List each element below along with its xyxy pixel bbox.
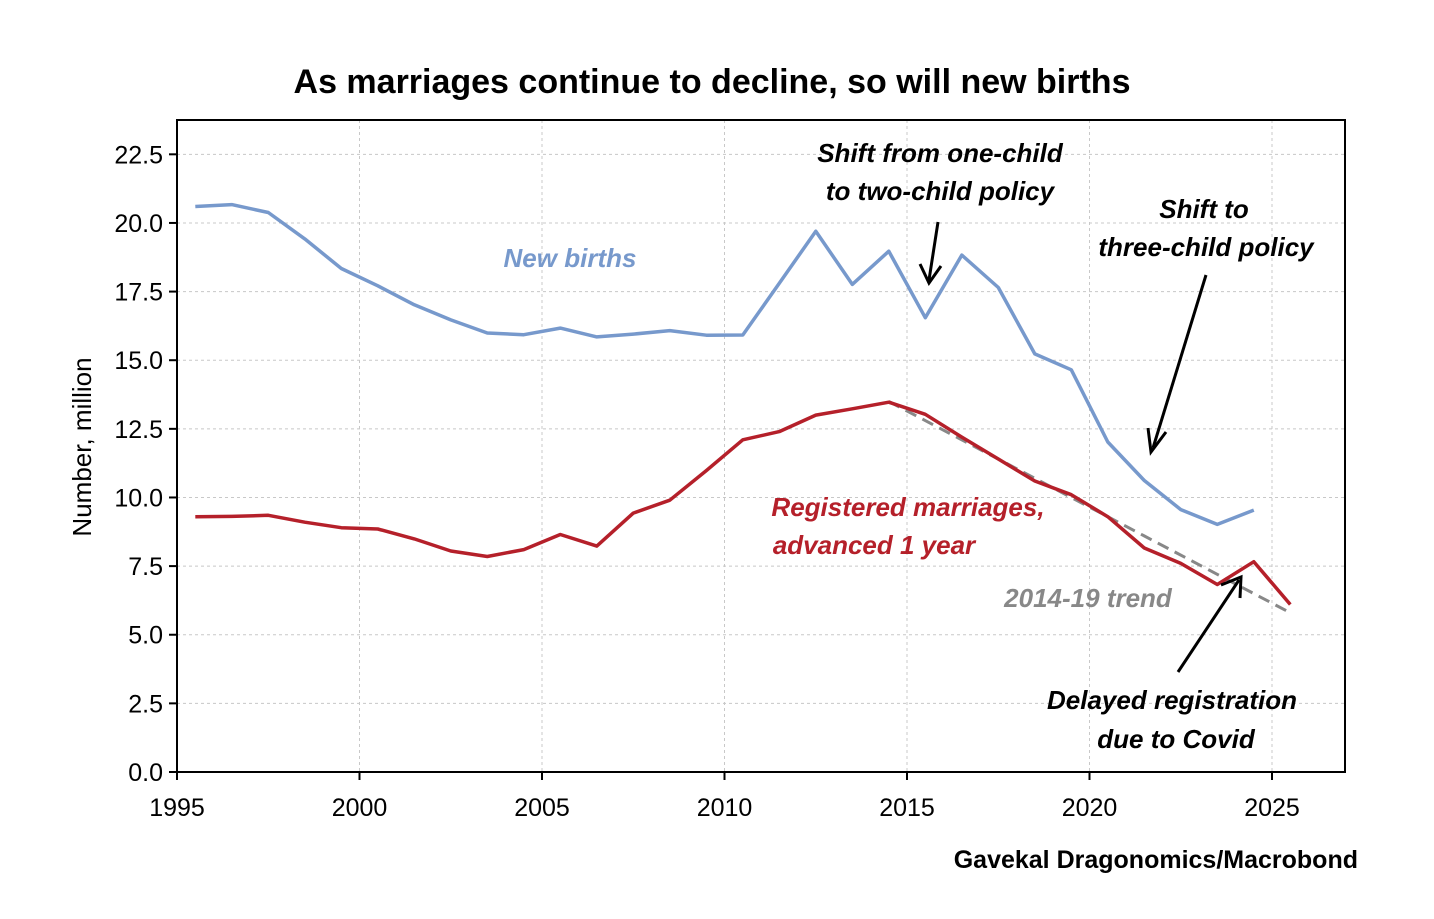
- annotation-marriages-line2: advanced 1 year: [773, 530, 977, 560]
- y-tick-label: 22.5: [114, 141, 163, 169]
- y-tick-label: 20.0: [114, 210, 163, 238]
- series-line-new-births: [195, 202, 1255, 527]
- annotation-covid-line2: due to Covid: [1097, 724, 1256, 754]
- x-tick-label: 2000: [332, 794, 388, 822]
- y-tick-label: 5.0: [128, 622, 163, 650]
- annotation-three-child-line1: Shift to: [1159, 194, 1249, 224]
- x-tick-label: 1995: [149, 794, 205, 822]
- y-tick-label: 2.5: [128, 690, 163, 718]
- x-tick-label: 2015: [879, 794, 935, 822]
- y-tick-label: 15.0: [114, 347, 163, 375]
- arrow-three-child-head: [1146, 427, 1168, 456]
- annotation-two-child-line1: Shift from one-child: [817, 138, 1064, 168]
- annotation-new-births: New births: [504, 243, 637, 273]
- y-tick-label: 0.0: [128, 759, 163, 787]
- plot-frame: [176, 119, 1346, 773]
- source-note: Gavekal Dragonomics/Macrobond: [954, 846, 1358, 874]
- arrow-covid-shaft: [1176, 579, 1241, 673]
- arrow-two-child-head: [918, 263, 943, 286]
- gridlines: [177, 120, 1345, 772]
- annotation-two-child-line2: to two-child policy: [826, 176, 1056, 206]
- annotation-trend: 2014-19 trend: [1003, 583, 1173, 613]
- axis-ticks: 0.0 2.5 5.0 7.5 10.0 12.5 15.0 17.5 20.0 22.5 1995…: [114, 141, 1299, 822]
- x-tick-label: 2005: [514, 794, 570, 822]
- series-line-registered-marriages-advanced-1-year: [195, 400, 1292, 606]
- annotation-marriages-line1: Registered marriages,: [771, 492, 1044, 522]
- annotations: New births Registered marriages, advance…: [504, 138, 1316, 754]
- annotation-covid-line1: Delayed registration: [1047, 685, 1297, 715]
- x-tick-label: 2025: [1244, 794, 1300, 822]
- annotation-arrows: [918, 221, 1243, 673]
- series-lines: [195, 202, 1292, 615]
- y-tick-label: 7.5: [128, 553, 163, 581]
- y-tick-label: 17.5: [114, 279, 163, 307]
- arrow-covid-head: [1220, 574, 1243, 599]
- x-tick-label: 2010: [697, 794, 753, 822]
- x-tick-label: 2020: [1062, 794, 1118, 822]
- chart-title: As marriages continue to decline, so wil…: [294, 63, 1131, 101]
- y-axis-label: Number, million: [67, 357, 97, 536]
- annotation-three-child-line2: three-child policy: [1098, 232, 1315, 262]
- arrow-three-child-shaft: [1151, 274, 1208, 449]
- y-tick-label: 10.0: [114, 484, 163, 512]
- y-tick-label: 12.5: [114, 416, 163, 444]
- arrow-two-child-shaft: [927, 221, 940, 281]
